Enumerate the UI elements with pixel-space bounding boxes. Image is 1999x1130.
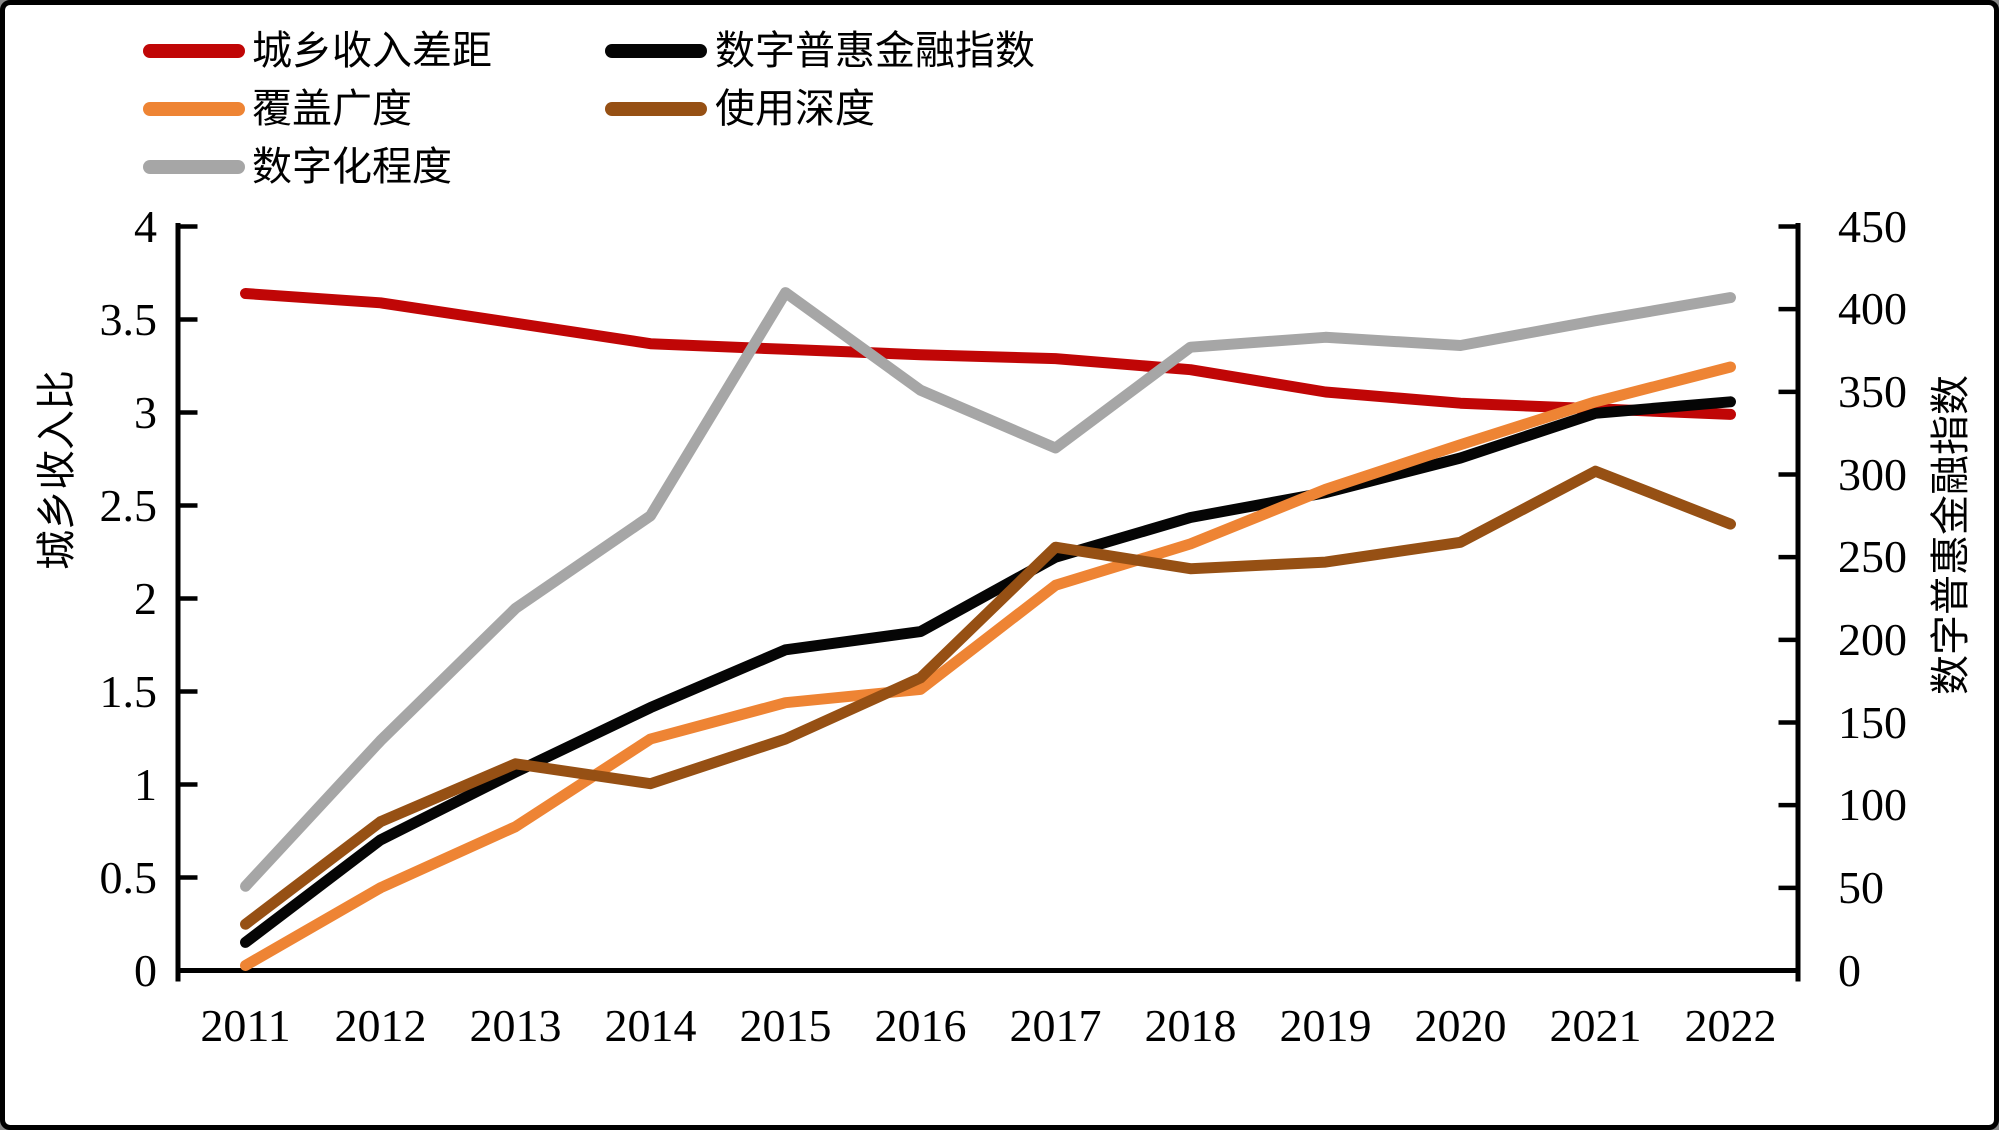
legend-swatch-digitalization-level	[143, 160, 245, 174]
right-axis-tick-label: 100	[1838, 779, 1907, 831]
x-axis-year-label: 2021	[1549, 1000, 1642, 1051]
x-axis-year-label: 2019	[1279, 1000, 1372, 1051]
legend-label-digital-financial-inclusion-index: 数字普惠金融指数	[715, 28, 1035, 73]
left-axis-tick-label: 1	[134, 758, 157, 810]
legend-label-urban-rural-income-gap: 城乡收入差距	[252, 28, 492, 73]
left-axis-tick-label: 3.5	[99, 293, 158, 345]
right-axis-tick-label: 150	[1838, 696, 1907, 748]
right-axis-tick-label: 350	[1838, 365, 1907, 417]
x-axis-year-label: 2020	[1414, 1000, 1507, 1051]
left-axis-tick-label: 4	[134, 200, 157, 252]
left-axis-tick-label: 3	[134, 386, 157, 438]
legend-swatch-coverage-breadth	[143, 102, 245, 116]
digitalization-level-line	[240, 287, 1736, 892]
right-axis-tick-label: 300	[1838, 448, 1907, 500]
left-axis-tick-label: 0.5	[99, 851, 158, 903]
x-axis-year-label: 2014	[604, 1000, 697, 1051]
x-axis-year-label: 2017	[1009, 1000, 1102, 1051]
urban-rural-income-gap-line	[240, 288, 1736, 420]
x-axis-year-label: 2011	[200, 1000, 291, 1051]
right-axis-tick-label: 400	[1838, 283, 1907, 335]
x-axis-year-label: 2016	[874, 1000, 967, 1051]
x-axis-year-label: 2015	[739, 1000, 832, 1051]
x-axis-year-label: 2018	[1144, 1000, 1237, 1051]
right-axis-tick-label: 450	[1838, 200, 1907, 252]
legend-swatch-digital-financial-inclusion-index	[605, 44, 707, 58]
legend-label-usage-depth: 使用深度	[715, 86, 875, 131]
coverage-breadth-line	[240, 361, 1736, 971]
legend-swatch-usage-depth	[605, 102, 707, 116]
x-axis-year-label: 2022	[1684, 1000, 1777, 1051]
right-axis-tick-label: 250	[1838, 531, 1907, 583]
legend-label-digitalization-level: 数字化程度	[252, 144, 452, 189]
right-axis-tick-label: 50	[1838, 861, 1884, 913]
plot-area	[175, 223, 1801, 982]
left-axis-tick-label: 0	[134, 944, 157, 996]
right-axis-tick-label: 0	[1838, 944, 1861, 996]
x-axis-year-label: 2012	[334, 1000, 427, 1051]
usage-depth-line	[240, 465, 1736, 930]
left-axis-tick-label: 2.5	[99, 479, 158, 531]
legend-label-coverage-breadth: 覆盖广度	[252, 86, 412, 131]
digital-financial-inclusion-index-line	[240, 396, 1736, 948]
legend-swatch-urban-rural-income-gap	[143, 44, 245, 58]
left-axis-tick-label: 1.5	[99, 665, 158, 717]
x-axis-year-label: 2013	[469, 1000, 562, 1051]
left-axis-tick-label: 2	[134, 572, 157, 624]
right-axis-tick-label: 200	[1838, 613, 1907, 665]
